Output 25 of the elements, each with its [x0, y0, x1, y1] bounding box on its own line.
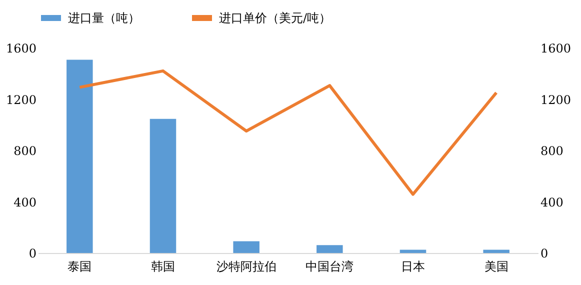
bar	[316, 245, 343, 253]
x-tick-label: 泰国	[68, 260, 92, 274]
y2-tick-label: 1600	[540, 42, 572, 56]
y2-tick-label: 0	[540, 246, 548, 260]
legend-label: 进口单价（美元/吨）	[219, 11, 332, 25]
x-tick-label: 美国	[484, 260, 508, 274]
y-tick-label: 800	[14, 144, 36, 158]
y-tick-label: 1600	[6, 42, 36, 56]
bar	[483, 250, 510, 253]
bar	[150, 118, 176, 253]
x-tick-label: 中国台湾	[306, 260, 354, 274]
x-tick-label: 沙特阿拉伯	[216, 260, 276, 274]
y-tick-label: 0	[28, 246, 36, 260]
x-tick-label: 韩国	[151, 260, 175, 274]
bar	[66, 60, 93, 253]
y2-tick-label: 400	[540, 195, 564, 210]
line-series	[78, 69, 498, 196]
y-tick-label: 1200	[6, 92, 36, 107]
y-tick-label: 400	[14, 195, 36, 210]
y2-tick-label: 800	[540, 144, 564, 158]
legend-label: 进口量（吨）	[68, 11, 140, 25]
bar	[400, 250, 426, 253]
x-tick-label: 日本	[401, 260, 425, 274]
bar	[233, 241, 260, 253]
y2-tick-label: 1200	[540, 92, 572, 107]
